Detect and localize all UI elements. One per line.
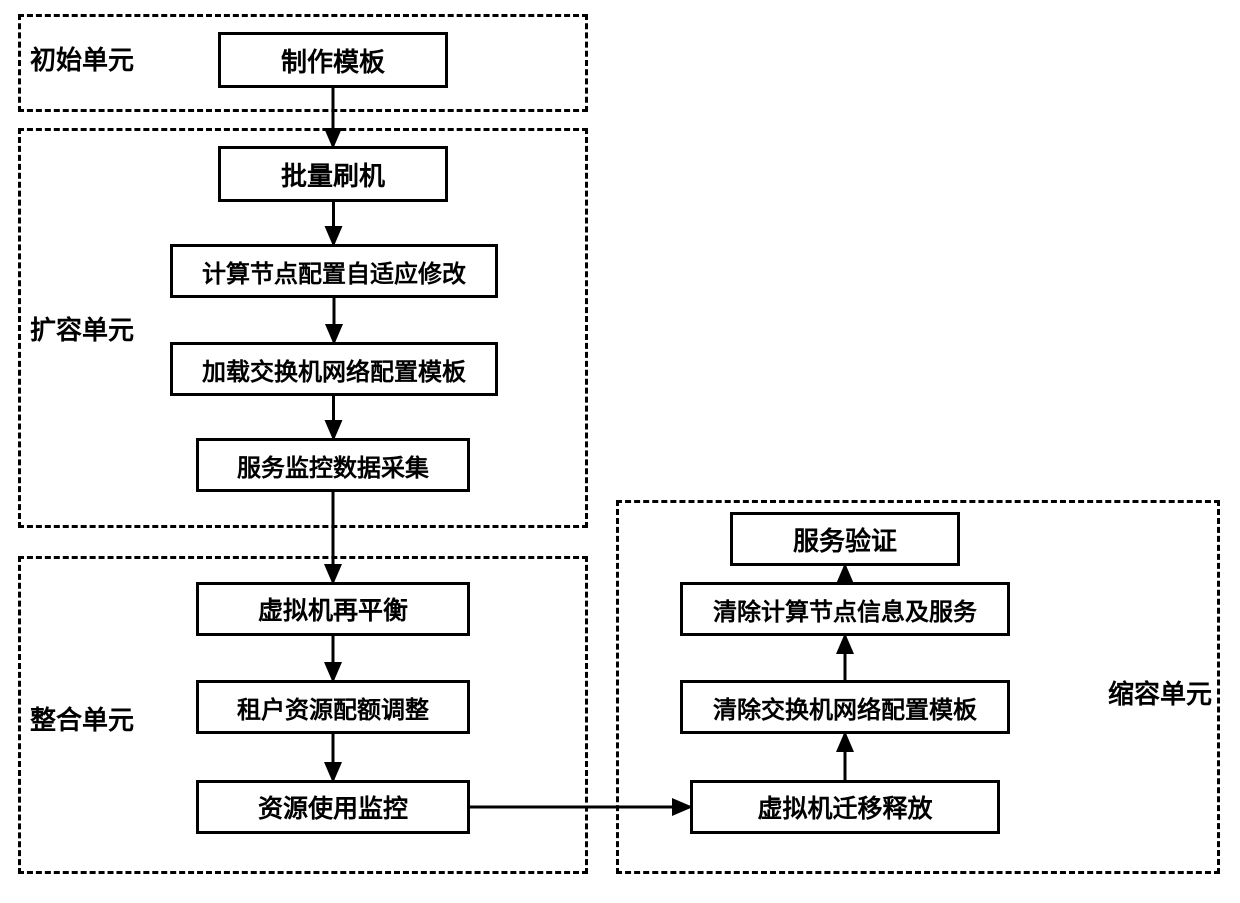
n-clear-node: 清除计算节点信息及服务 (680, 582, 1010, 636)
n-quota-adjust: 租户资源配额调整 (196, 680, 470, 734)
n-service-verify: 服务验证 (730, 512, 960, 566)
n-node-config: 计算节点配置自适应修改 (170, 244, 498, 298)
n-monitor-data: 服务监控数据采集 (196, 438, 470, 492)
flowchart-canvas: 初始单元扩容单元整合单元 缩容单元 制作模板批量刷机计算节点配置自适应修改加载交换机… (0, 0, 1240, 903)
n-template: 制作模板 (218, 32, 448, 88)
n-batch-flash: 批量刷机 (218, 146, 448, 202)
n-vm-rebalance: 虚拟机再平衡 (196, 582, 470, 636)
unit-integrate-label: 整合单元 (30, 700, 134, 737)
n-vm-migrate: 虚拟机迁移释放 (690, 780, 1000, 834)
unit-expand-label: 扩容单元 (30, 310, 134, 347)
n-usage-monitor: 资源使用监控 (196, 780, 470, 834)
n-switch-load: 加载交换机网络配置模板 (170, 342, 498, 396)
n-clear-switch: 清除交换机网络配置模板 (680, 680, 1010, 734)
unit-initial-label: 初始单元 (30, 40, 134, 77)
unit-shrink-label: 缩容单元 (1108, 674, 1212, 711)
